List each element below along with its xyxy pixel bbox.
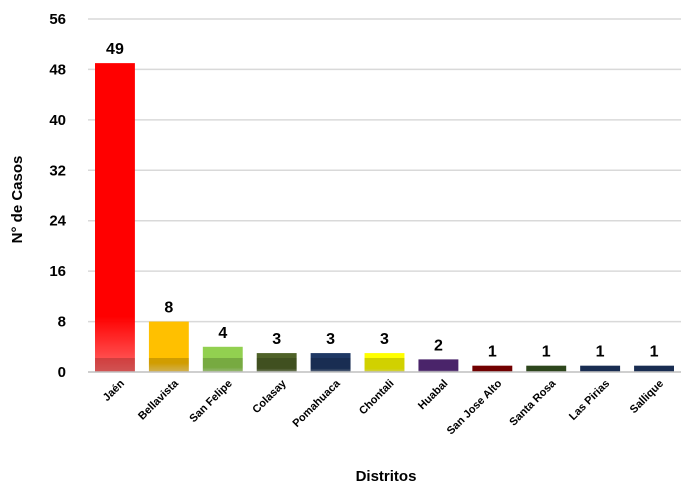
data-label: 3 [326, 331, 335, 348]
x-tick-label: San Jose Alto [445, 377, 505, 437]
y-tick-label: 16 [49, 263, 66, 280]
x-tick-label: Jaén [101, 377, 127, 403]
bar [202, 346, 243, 372]
data-label: 1 [650, 344, 659, 361]
bars [95, 63, 674, 372]
y-tick-label: 40 [49, 112, 66, 129]
x-tick-label: Colasay [250, 377, 289, 416]
bar [526, 365, 567, 372]
data-label: 2 [434, 337, 443, 354]
x-tick-label: Santa Rosa [507, 377, 558, 428]
data-label: 8 [164, 300, 173, 317]
bar-shadow [95, 358, 135, 372]
y-tick-label: 24 [49, 213, 66, 230]
y-tick-label: 56 [49, 11, 66, 28]
y-tick-label: 32 [49, 162, 66, 179]
bar [634, 365, 674, 372]
data-label: 3 [272, 331, 281, 348]
bar [256, 353, 297, 372]
x-axis-ticks: Jaén Bellavista San Felipe Colasay Pomahuaca… [101, 377, 666, 437]
y-tick-label: 0 [58, 364, 66, 381]
x-tick-label: Sallique [628, 378, 666, 416]
x-tick-label: Las Pirias [567, 378, 612, 423]
bar [148, 321, 189, 372]
x-tick-label: Bellavista [136, 377, 181, 422]
x-tick-label: Pomahuaca [291, 377, 344, 430]
bar-shadow [418, 359, 459, 372]
x-tick-label: San Felipe [187, 378, 234, 425]
data-label: 1 [488, 344, 497, 361]
y-axis-ticks: 0 8 16 24 32 40 48 56 [49, 11, 66, 381]
bar-shadow [364, 358, 405, 372]
bar [364, 353, 405, 372]
bar-shadow [634, 365, 674, 372]
data-label: 1 [542, 344, 551, 361]
data-labels: 49 8 4 3 3 3 2 1 1 1 1 [106, 41, 659, 361]
x-axis-title: Distritos [356, 468, 417, 485]
data-label: 3 [380, 331, 389, 348]
y-axis-title: N° de Casos [9, 156, 26, 244]
bar [580, 365, 621, 372]
bar [95, 63, 135, 372]
bar [418, 359, 459, 372]
bar-shadow [310, 358, 351, 372]
bar [472, 365, 513, 372]
gridlines [88, 18, 681, 323]
bar-shadow [472, 365, 513, 372]
x-tick-label: Huabal [416, 378, 450, 412]
bar-shadow [148, 358, 189, 372]
y-tick-label: 48 [49, 61, 66, 78]
y-tick-label: 8 [58, 314, 66, 331]
data-label: 4 [218, 325, 227, 342]
bar-shadow [256, 358, 297, 372]
bar-shadow [580, 365, 621, 372]
bar-shadow [202, 358, 243, 372]
bar-shadow [526, 365, 567, 372]
data-label: 1 [596, 344, 605, 361]
bar [310, 353, 351, 372]
data-label: 49 [106, 41, 124, 58]
x-tick-label: Chontali [357, 378, 397, 418]
